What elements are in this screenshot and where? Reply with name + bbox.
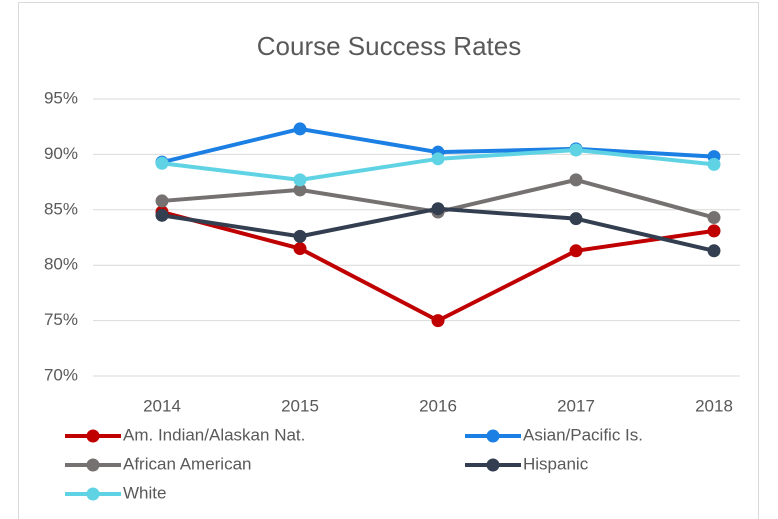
data-point (431, 314, 445, 328)
data-point (293, 229, 307, 243)
x-tick-label: 2014 (143, 396, 181, 415)
x-tick-label: 2017 (557, 396, 595, 415)
chart-frame (18, 2, 759, 519)
legend-marker (86, 429, 100, 443)
chart-title: Course Success Rates (257, 31, 521, 61)
legend-marker (486, 429, 500, 443)
data-point (155, 194, 169, 208)
y-tick-label: 70% (44, 365, 78, 384)
legend-label: White (123, 483, 166, 502)
data-point (569, 244, 583, 258)
data-point (707, 211, 721, 225)
y-tick-label: 80% (44, 255, 78, 274)
legend-marker (86, 487, 100, 501)
data-point (431, 202, 445, 216)
data-point (431, 152, 445, 166)
legend-label: Hispanic (523, 454, 589, 473)
legend-label: Asian/Pacific Is. (523, 425, 643, 444)
legend-label: Am. Indian/Alaskan Nat. (123, 425, 305, 444)
data-point (155, 208, 169, 222)
data-point (293, 173, 307, 187)
legend-marker (486, 458, 500, 472)
data-point (293, 242, 307, 256)
data-point (707, 224, 721, 238)
data-point (293, 183, 307, 197)
y-tick-label: 75% (44, 310, 78, 329)
x-tick-label: 2015 (281, 396, 319, 415)
x-tick-label: 2018 (695, 396, 733, 415)
data-point (569, 143, 583, 157)
x-tick-label: 2016 (419, 396, 457, 415)
y-tick-label: 85% (44, 199, 78, 218)
data-point (155, 156, 169, 170)
data-point (707, 244, 721, 258)
legend-marker (86, 458, 100, 472)
data-point (293, 122, 307, 136)
legend-label: African American (123, 454, 252, 473)
data-point (569, 173, 583, 187)
y-tick-label: 95% (44, 88, 78, 107)
y-tick-label: 90% (44, 144, 78, 163)
data-point (707, 157, 721, 171)
data-point (569, 212, 583, 226)
